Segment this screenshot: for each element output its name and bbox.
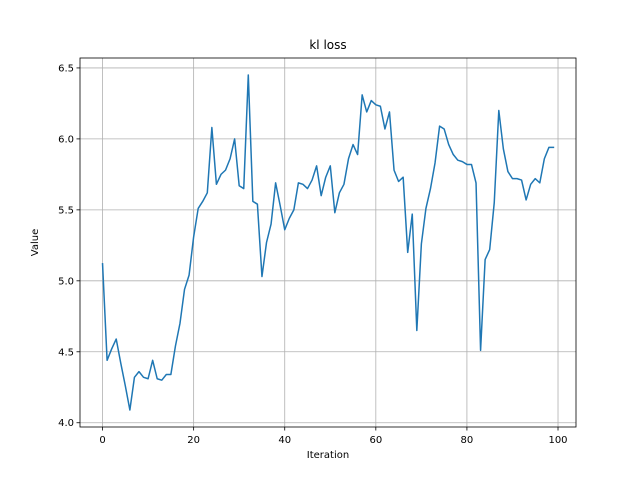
y-axis-label: Value bbox=[30, 229, 41, 256]
x-tick-label: 0 bbox=[99, 435, 105, 446]
x-tick-label: 40 bbox=[278, 435, 291, 446]
series-line bbox=[101, 74, 555, 411]
y-tick-label: 5.0 bbox=[58, 276, 74, 287]
x-axis-label: Iteration bbox=[307, 450, 349, 461]
x-tick-label: 60 bbox=[369, 435, 382, 446]
x-tick-label: 20 bbox=[187, 435, 200, 446]
plot-frame bbox=[79, 57, 577, 428]
y-tick-label: 4.5 bbox=[58, 347, 74, 358]
y-tick-label: 6.5 bbox=[58, 63, 74, 74]
y-tick-label: 6.0 bbox=[58, 134, 74, 145]
ticks: 0 20 40 60 80 100 4.0 4.5 5.0 5.5 6.0 6.5 bbox=[58, 63, 567, 446]
series-group bbox=[101, 74, 555, 411]
y-tick-label: 5.5 bbox=[58, 205, 74, 216]
chart-title: kl loss bbox=[309, 38, 346, 52]
y-tick-label: 4.0 bbox=[58, 418, 74, 429]
x-tick-label: 80 bbox=[461, 435, 474, 446]
x-tick-label: 100 bbox=[548, 435, 567, 446]
